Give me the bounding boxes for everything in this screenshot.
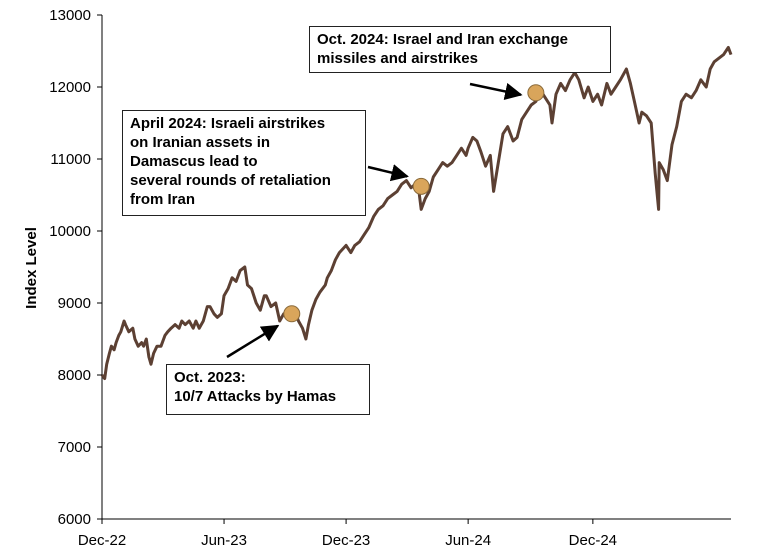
y-tick-label: 13000 xyxy=(49,7,91,24)
annotation-arrow xyxy=(367,164,409,182)
tick-labels: 6000 7000 8000 9000 10000 11000 12000 13000 Dec-… xyxy=(49,7,617,549)
y-tick-label: 11000 xyxy=(50,151,91,168)
annotation-arrows xyxy=(226,82,523,359)
y-tick-label: 6000 xyxy=(58,511,91,528)
y-axis-label: Index Level xyxy=(23,227,40,309)
annotation-arrow xyxy=(226,324,280,359)
event-marker xyxy=(527,84,545,102)
annotation-oct-2024: Oct. 2024: Israel and Iran exchange miss… xyxy=(309,26,611,73)
x-tick-label: Jun-23 xyxy=(201,532,247,549)
annotation-april-2024: April 2024: Israeli airstrikes on Irania… xyxy=(122,110,366,216)
series-line xyxy=(100,45,733,381)
event-markers xyxy=(283,84,545,323)
x-tick-label: Dec-22 xyxy=(78,532,126,549)
x-tick-label: Jun-24 xyxy=(445,532,491,549)
x-tick-label: Dec-24 xyxy=(569,532,617,549)
chart-axes xyxy=(97,14,731,524)
y-tick-label: 8000 xyxy=(58,367,91,384)
event-marker xyxy=(283,305,301,323)
annotation-arrow xyxy=(469,82,523,101)
y-tick-label: 12000 xyxy=(49,79,91,96)
y-tick-label: 9000 xyxy=(58,295,91,312)
y-tick-label: 10000 xyxy=(49,223,91,240)
event-marker xyxy=(412,177,430,195)
y-tick-label: 7000 xyxy=(58,439,91,456)
annotation-oct-2023: Oct. 2023: 10/7 Attacks by Hamas xyxy=(166,364,370,415)
x-tick-label: Dec-23 xyxy=(322,532,370,549)
